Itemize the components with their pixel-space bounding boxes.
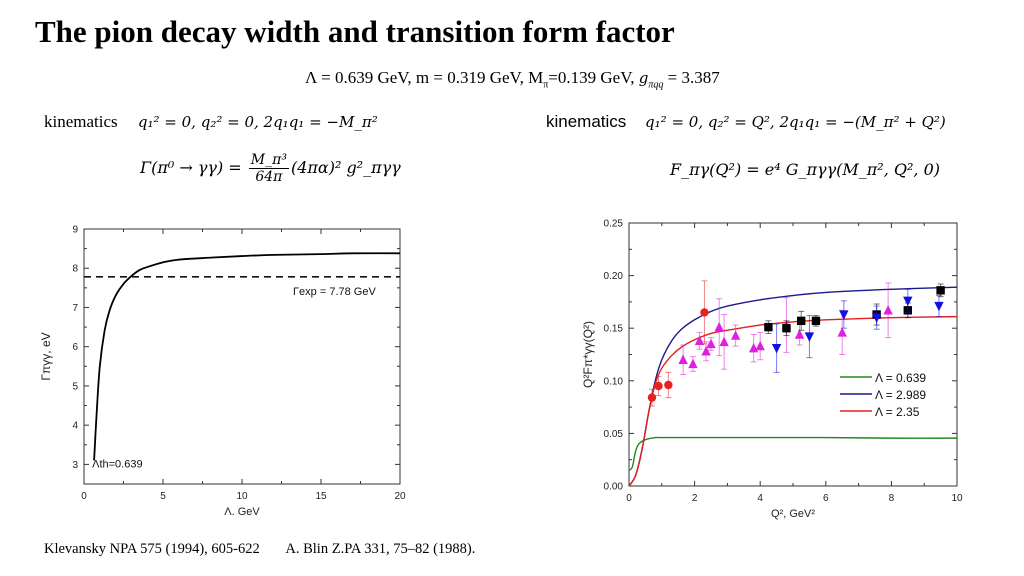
x-tick-label: 10	[236, 491, 248, 502]
slide-title: The pion decay width and transition form…	[35, 14, 675, 49]
y-tick-label: 0.00	[604, 482, 624, 493]
data-point-triangle-up	[694, 335, 705, 346]
data-point-triangle-down	[903, 296, 913, 307]
x-tick-label: 2	[692, 493, 698, 504]
data-point-triangle-up	[755, 340, 765, 351]
y-tick-label: 0.25	[604, 219, 624, 230]
x-tick-label: 10	[951, 493, 963, 504]
y-tick-label: 0.15	[604, 324, 624, 335]
x-tick-label: 0	[626, 493, 632, 504]
data-point-circle	[664, 380, 673, 390]
y-tick-label: 0.10	[604, 376, 624, 387]
mpi-subscript: π	[543, 79, 549, 91]
legend-label: Λ = 0.639	[875, 371, 926, 385]
g-label: g	[638, 69, 649, 87]
x-tick-label: 0	[81, 491, 87, 502]
data-point-triangle-up	[730, 330, 741, 340]
x-tick-label: 5	[160, 491, 166, 502]
data-point-square	[797, 316, 806, 326]
right-kinematics: kinematics q₁² = 0, q₂² = Q², 2q₁q₁ = −(…	[546, 112, 946, 132]
y-tick-label: 7	[72, 303, 78, 314]
data-point-circle	[647, 393, 657, 402]
x-axis-label: Q², GeV²	[771, 508, 815, 520]
y-tick-label: 5	[72, 381, 78, 392]
x-axis-label: Λ, GeV	[224, 506, 260, 515]
y-axis-label: Q²Fπ*γγ(Q²)	[581, 321, 595, 388]
data-point-circle	[700, 308, 709, 317]
formula-denominator: 64π	[255, 169, 283, 185]
y-tick-label: 4	[72, 421, 78, 432]
data-point-triangle-down	[804, 332, 815, 342]
x-tick-label: 8	[889, 493, 895, 504]
reference-line-label: Γexp = 7.78 GeV	[293, 286, 376, 298]
form-factor-formula: F_πγ(Q²) = e⁴ G_πγγ(M_π², Q², 0)	[670, 160, 941, 179]
left-kinematics-label: kinematics	[44, 112, 118, 131]
y-axis-label: Γπγγ, eV	[39, 332, 53, 380]
data-point-circle	[654, 381, 663, 391]
references: Klevansky NPA 575 (1994), 605-622 A. Bli…	[44, 541, 475, 558]
data-point-square	[782, 324, 791, 333]
decay-width-curve	[93, 252, 401, 461]
y-tick-label: 3	[72, 460, 78, 471]
y-tick-label: 9	[72, 225, 78, 236]
left-kinematics-math: q₁² = 0, q₂² = 0, 2q₁q₁ = −M_π²	[137, 113, 378, 131]
data-point-square	[811, 316, 821, 326]
data-point-square	[764, 322, 773, 332]
plot-frame	[83, 228, 401, 485]
data-point-triangle-up	[714, 321, 724, 332]
data-point-triangle-up	[701, 346, 711, 356]
right-kinematics-math: q₁² = 0, q₂² = Q², 2q₁q₁ = −(M_π² + Q²)	[645, 113, 946, 131]
data-point-square	[936, 286, 945, 295]
data-point-triangle-down	[871, 313, 882, 323]
data-point-triangle-down	[839, 310, 849, 320]
y-tick-label: 6	[72, 342, 78, 353]
y-tick-label: 0.05	[604, 429, 624, 440]
data-point-triangle-up	[883, 305, 893, 315]
x-tick-label: 20	[394, 491, 406, 502]
x-tick-label: 6	[823, 493, 829, 504]
data-point-triangle-up	[837, 327, 847, 337]
reference-blin: A. Blin Z.PA 331, 75–82 (1988).	[285, 541, 476, 557]
model-curve	[628, 436, 958, 471]
parameters-line: Λ = 0.639 GeV, m = 0.319 GeV, Mπ=0.139 G…	[305, 68, 720, 90]
formula-fraction: M_π³ 64π	[248, 152, 289, 185]
data-point-triangle-up	[719, 336, 729, 347]
formula-numerator: M_π³	[248, 152, 289, 169]
data-point-triangle-up	[688, 358, 698, 369]
right-kinematics-label: kinematics	[546, 112, 627, 131]
data-point-triangle-up	[706, 338, 716, 349]
data-point-triangle-down	[771, 343, 782, 354]
formula-rhs: (4πα)² g²_πγγ	[290, 158, 401, 177]
form-factor-plot: 0 2 4 6 8 10 0.00 0.05 0.10 0.15 0.20 0.25 Q², GeV² Q…	[581, 219, 963, 521]
data-point-triangle-up	[794, 329, 805, 339]
left-kinematics: kinematics q₁² = 0, q₂² = 0, 2q₁q₁ = −M_…	[44, 112, 378, 132]
y-tick-label: 0.20	[604, 271, 624, 282]
g-value: = 3.387	[663, 68, 720, 87]
decay-width-chart: 0 5 10 15 20 3 4 5 6 7 8 9 Λ, GeV Γπγγ, eV Γexp = 7.78…	[39, 225, 406, 516]
legend-label: Λ = 2.35	[875, 405, 920, 419]
g-subscript: πqq	[648, 79, 664, 91]
data-point-triangle-down	[934, 301, 944, 312]
reference-klevansky: Klevansky NPA 575 (1994), 605-622	[44, 541, 260, 557]
formula-lhs: Γ(π⁰ → γγ) =	[140, 158, 247, 177]
plot-frame	[628, 222, 958, 487]
y-tick-label: 8	[72, 264, 78, 275]
threshold-annotation: Λth=0.639	[92, 458, 142, 470]
form-factor-chart: 0 2 4 6 8 10 0.00 0.05 0.10 0.15 0.20 0.25 Q², GeV² Q…	[581, 219, 963, 521]
legend-label: Λ = 2.989	[875, 388, 926, 402]
decay-width-plot: 0 5 10 15 20 3 4 5 6 7 8 9 Λ, GeV Γπγγ, eV Γexp = 7.78…	[39, 225, 406, 516]
x-tick-label: 15	[315, 491, 327, 502]
x-tick-label: 4	[757, 493, 763, 504]
data-point-triangle-up	[678, 354, 688, 364]
mpi-value: =0.139 GeV,	[548, 68, 639, 87]
decay-width-formula: Γ(π⁰ → γγ) = M_π³ 64π (4πα)² g²_πγγ	[140, 152, 401, 185]
params-text: Λ = 0.639 GeV, m = 0.319 GeV, M	[305, 68, 544, 87]
